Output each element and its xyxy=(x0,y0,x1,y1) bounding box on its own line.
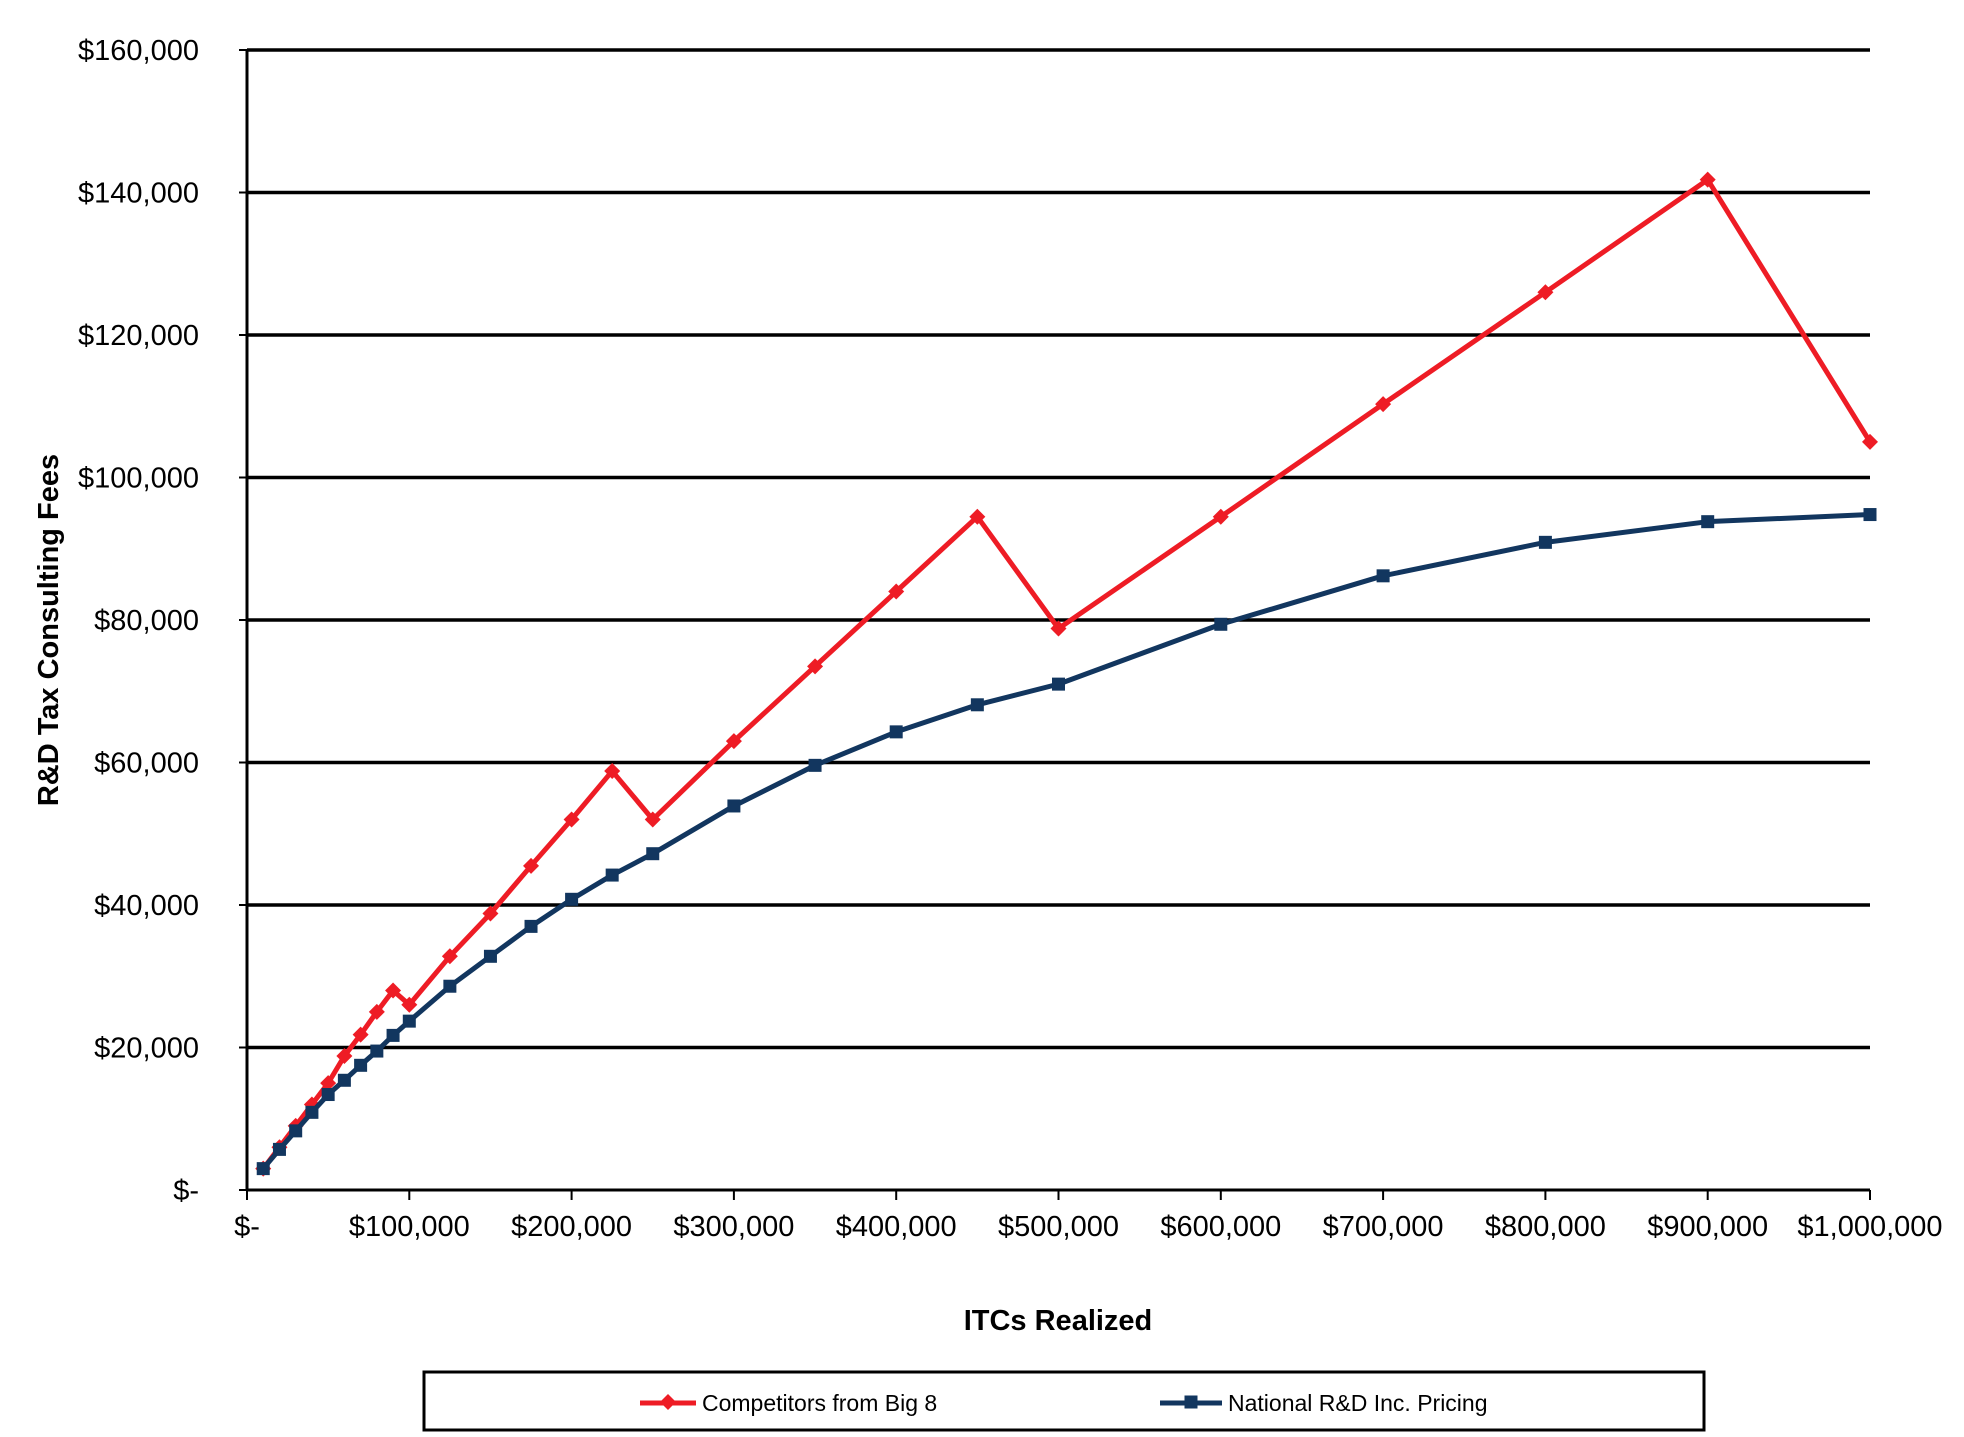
legend-item: Competitors from Big 8 xyxy=(640,1390,937,1416)
legend-swatch-marker xyxy=(660,1394,676,1410)
data-point xyxy=(320,1075,337,1092)
data-point xyxy=(523,857,540,874)
data-point xyxy=(1376,569,1390,583)
data-point xyxy=(725,733,742,750)
data-point xyxy=(336,1048,353,1065)
series-lines xyxy=(255,171,1878,1177)
series-competitors xyxy=(255,171,1878,1177)
series-national xyxy=(256,508,1877,1176)
data-point xyxy=(524,919,538,933)
legend-label: National R&D Inc. Pricing xyxy=(1228,1390,1488,1416)
x-tick-label: $400,000 xyxy=(836,1211,957,1243)
data-point xyxy=(370,1044,384,1058)
gridlines xyxy=(247,48,1870,1050)
data-point xyxy=(1214,617,1228,631)
legend: Competitors from Big 8 National R&D Inc. … xyxy=(422,1370,1706,1432)
legend-swatch-marker xyxy=(1184,1395,1198,1409)
y-tick-label: $- xyxy=(173,1175,199,1207)
data-point xyxy=(807,658,824,675)
x-tick-label: $700,000 xyxy=(1323,1211,1444,1243)
data-point xyxy=(401,996,418,1013)
data-point xyxy=(1862,433,1878,450)
y-tick-label: $20,000 xyxy=(94,1033,199,1065)
data-point xyxy=(605,868,619,882)
legend-box xyxy=(422,1370,1706,1432)
x-tick-label: $600,000 xyxy=(1160,1211,1281,1243)
data-point xyxy=(443,979,457,993)
x-tick-label: $300,000 xyxy=(673,1211,794,1243)
data-point xyxy=(1538,535,1552,549)
legend-item: National R&D Inc. Pricing xyxy=(1160,1390,1488,1416)
data-point xyxy=(402,1014,416,1028)
data-point xyxy=(1375,396,1392,413)
x-tick-label: $100,000 xyxy=(349,1211,470,1243)
y-tick-label: $40,000 xyxy=(94,890,199,922)
data-point xyxy=(1212,508,1229,525)
data-point xyxy=(272,1142,286,1156)
data-point xyxy=(970,698,984,712)
data-point xyxy=(305,1105,319,1119)
data-point xyxy=(1701,515,1715,529)
x-tick-label: $1,000,000 xyxy=(1797,1211,1942,1243)
data-point xyxy=(482,905,499,922)
y-tick-label: $120,000 xyxy=(78,320,199,352)
data-point xyxy=(644,811,661,828)
data-point xyxy=(441,948,458,965)
data-point xyxy=(1052,677,1065,691)
data-point xyxy=(646,847,660,861)
data-point xyxy=(1537,284,1554,301)
legend-label: Competitors from Big 8 xyxy=(702,1390,937,1416)
data-point xyxy=(889,725,903,739)
data-point xyxy=(888,583,905,600)
x-tick-label: $800,000 xyxy=(1485,1211,1606,1243)
data-point xyxy=(727,799,741,813)
data-point xyxy=(368,1003,385,1020)
series-line xyxy=(260,177,1873,1172)
data-point xyxy=(563,811,580,828)
data-point xyxy=(1863,508,1877,522)
x-tick-label: $900,000 xyxy=(1647,1211,1768,1243)
y-tick-label: $160,000 xyxy=(78,35,199,67)
x-tick-label: $200,000 xyxy=(511,1211,632,1243)
data-point xyxy=(354,1058,368,1072)
x-tick-label: $- xyxy=(234,1211,260,1243)
data-point xyxy=(289,1124,303,1138)
x-tick-label: $500,000 xyxy=(998,1211,1119,1243)
data-point xyxy=(1699,171,1716,188)
y-tick-label: $60,000 xyxy=(94,748,199,780)
data-point xyxy=(969,508,986,525)
data-point xyxy=(483,949,497,963)
data-point xyxy=(808,758,822,772)
data-point xyxy=(352,1026,369,1043)
data-point xyxy=(256,1162,270,1176)
y-tick-label: $100,000 xyxy=(78,463,199,495)
y-tick-label: $140,000 xyxy=(78,178,199,210)
data-point xyxy=(385,982,402,999)
axes xyxy=(239,49,1871,1200)
y-tick-labels: $- $20,000 $40,000 $60,000 $80,000 $100,000 $1… xyxy=(78,35,199,1207)
data-point xyxy=(321,1088,335,1102)
x-axis-title: ITCs Realized xyxy=(964,1305,1153,1337)
x-tick-labels: $- $100,000 $200,000 $300,000 $400,000 $500,0… xyxy=(234,1211,1942,1243)
data-point xyxy=(386,1028,400,1042)
data-point xyxy=(1050,620,1067,637)
data-point xyxy=(337,1073,351,1087)
data-point xyxy=(565,892,579,906)
series-line xyxy=(260,512,1873,1172)
data-point xyxy=(604,763,621,780)
y-tick-label: $80,000 xyxy=(94,605,199,637)
y-axis-title: R&D Tax Consulting Fees xyxy=(33,454,65,806)
